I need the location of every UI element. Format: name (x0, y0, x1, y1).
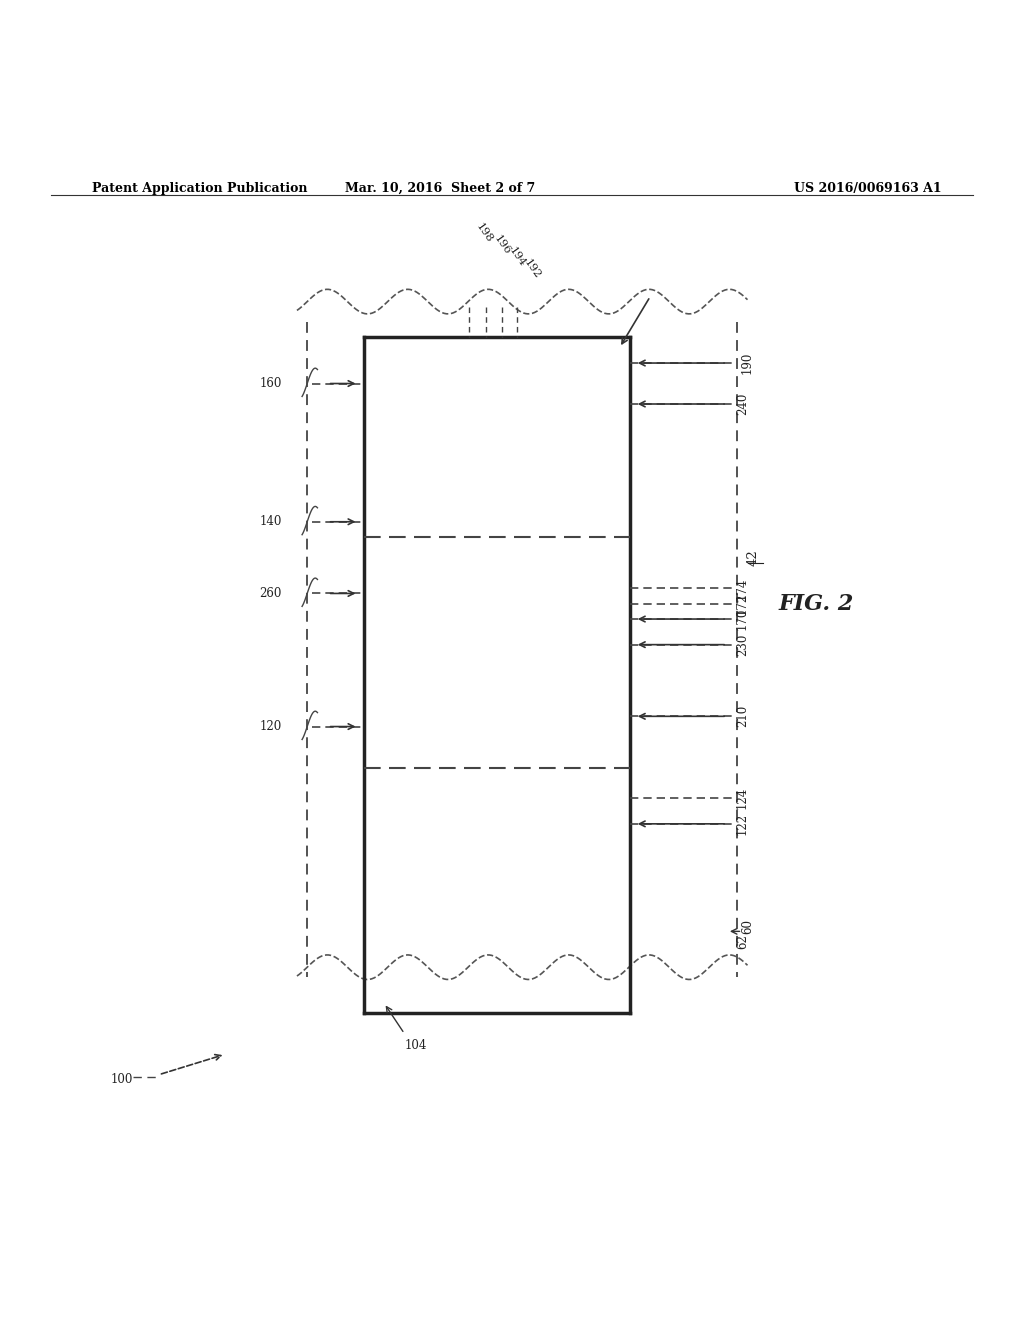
Text: 160: 160 (259, 378, 282, 389)
Text: 210: 210 (736, 705, 749, 727)
Text: 104: 104 (404, 1039, 427, 1052)
Text: 198: 198 (474, 220, 495, 244)
Text: 60: 60 (741, 919, 754, 933)
Text: 42: 42 (746, 549, 759, 566)
Text: 240: 240 (736, 393, 749, 416)
Text: 172: 172 (736, 593, 749, 615)
Text: 140: 140 (259, 515, 282, 528)
Text: 190: 190 (741, 352, 754, 375)
Text: 120: 120 (259, 721, 282, 733)
Text: 260: 260 (259, 587, 282, 599)
Text: 194: 194 (507, 246, 527, 269)
Text: 170: 170 (736, 607, 749, 630)
Text: FIG. 2: FIG. 2 (778, 593, 854, 615)
Text: 174: 174 (736, 577, 749, 599)
Text: 196: 196 (492, 234, 512, 256)
Text: 62: 62 (736, 935, 749, 949)
Text: Mar. 10, 2016  Sheet 2 of 7: Mar. 10, 2016 Sheet 2 of 7 (345, 182, 536, 195)
Text: 124: 124 (736, 787, 749, 809)
Text: Patent Application Publication: Patent Application Publication (92, 182, 307, 195)
Text: 192: 192 (522, 257, 543, 281)
Text: 122: 122 (736, 813, 749, 836)
Text: US 2016/0069163 A1: US 2016/0069163 A1 (795, 182, 942, 195)
Text: 230: 230 (736, 634, 749, 656)
Text: 100: 100 (111, 1073, 133, 1086)
